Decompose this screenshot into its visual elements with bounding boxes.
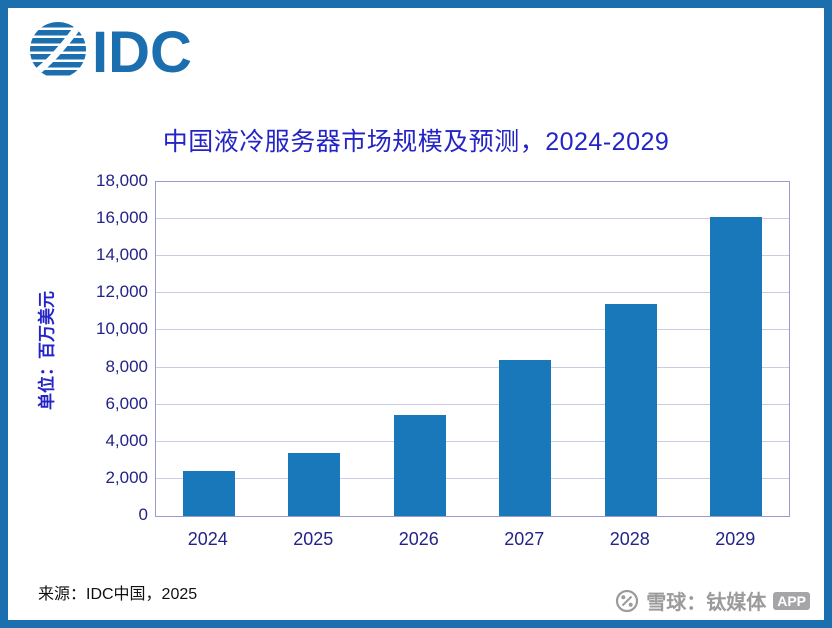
y-tick-label: 2,000 — [105, 467, 148, 487]
chart-title: 中国液冷服务器市场规模及预测，2024-2029 — [162, 128, 670, 156]
y-tick-label: 6,000 — [105, 393, 148, 413]
gridline — [156, 440, 789, 442]
y-tick-label: 16,000 — [96, 208, 148, 228]
idc-globe-icon — [30, 22, 86, 77]
y-tick-label: 4,000 — [105, 430, 148, 450]
watermark-app-badge: APP — [773, 591, 810, 610]
xueqiu-percent-icon — [616, 589, 639, 612]
y-tick-label: 12,000 — [96, 282, 148, 302]
x-tick-label: 2027 — [504, 529, 545, 549]
x-axis-labels: 2024 2025 2026 2027 2028 2029 — [155, 529, 790, 557]
gridline — [156, 292, 789, 294]
watermark-text: 雪球：钛媒体 — [646, 592, 767, 614]
gridline — [156, 403, 789, 405]
gridline — [156, 366, 789, 368]
y-tick-label: 0 — [138, 505, 148, 524]
x-tick-label: 2029 — [715, 529, 756, 549]
bar-2024 — [182, 471, 235, 516]
watermark: 雪球：钛媒体 APP — [615, 586, 810, 615]
bar-2025 — [288, 452, 341, 516]
y-tick-label: 10,000 — [96, 319, 148, 339]
gridline — [156, 218, 789, 220]
y-axis-labels: 0 2,000 4,000 6,000 8,000 10,000 12,000 14,000 1… — [38, 171, 148, 524]
gridline — [156, 477, 789, 479]
idc-logo: IDC — [30, 20, 192, 80]
x-tick-label: 2026 — [398, 529, 439, 549]
x-tick-label: 2024 — [187, 529, 228, 549]
x-tick-label: 2025 — [293, 529, 334, 549]
source-text: 来源：IDC中国，2025 — [38, 586, 198, 603]
gridline — [156, 329, 789, 331]
bar-2029 — [710, 217, 763, 516]
idc-logo-text: IDC — [92, 20, 192, 80]
y-tick-label: 14,000 — [96, 245, 148, 265]
bar-2026 — [393, 414, 446, 516]
plot-area — [155, 181, 790, 517]
gridline — [156, 255, 789, 257]
bar-2027 — [499, 360, 552, 516]
y-tick-label: 8,000 — [105, 356, 148, 376]
bar-2028 — [604, 304, 657, 516]
x-tick-label: 2028 — [609, 529, 650, 549]
y-tick-label: 18,000 — [96, 171, 148, 190]
